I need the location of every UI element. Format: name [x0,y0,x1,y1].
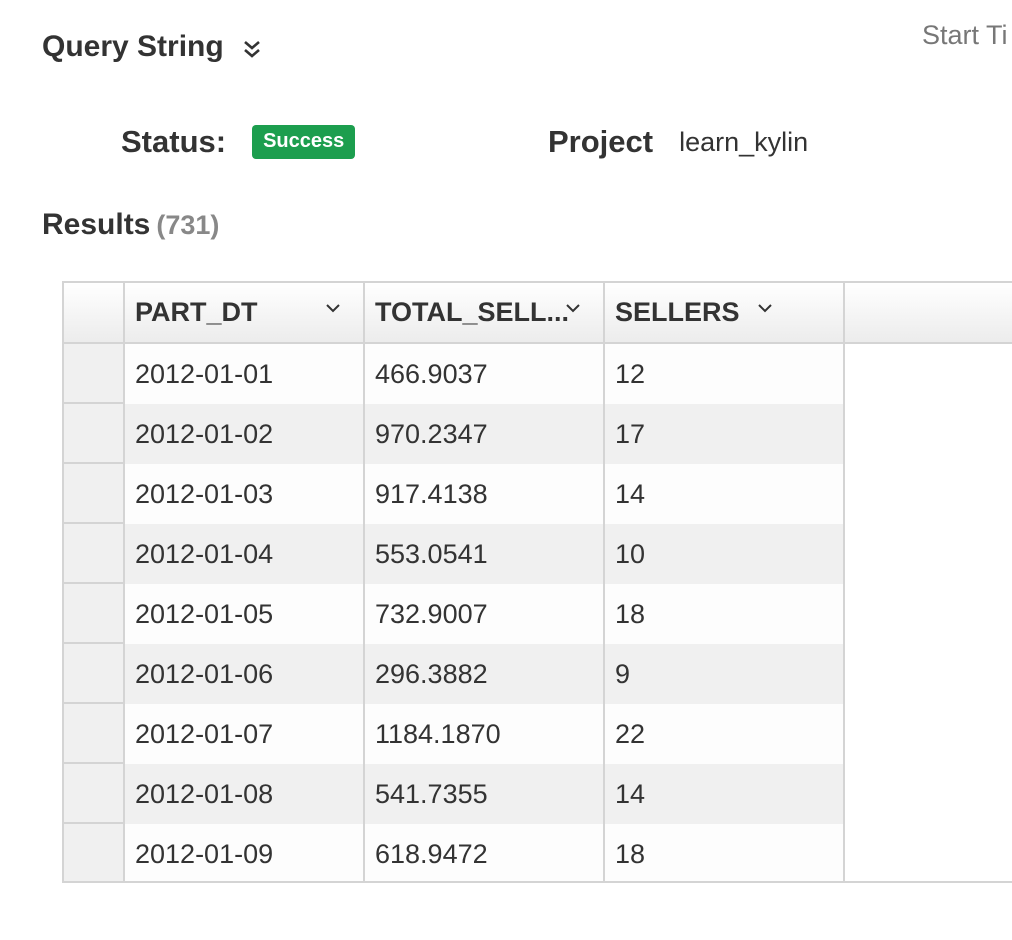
table-row[interactable]: 2012-01-05 732.9007 18 [125,584,845,644]
double-chevron-down-icon[interactable] [242,35,262,59]
cell-part-dt: 2012-01-07 [125,704,365,764]
row-header-column [64,344,125,881]
cell-part-dt: 2012-01-04 [125,524,365,584]
chevron-down-icon[interactable] [325,301,341,313]
project-label: Project [548,124,654,159]
query-string-header[interactable]: Query String [42,30,262,64]
status-label: Status: [121,124,227,159]
cell-total-sell: 296.3882 [365,644,605,704]
row-header[interactable] [64,764,123,824]
row-header[interactable] [64,524,123,584]
row-header[interactable] [64,704,123,764]
row-header[interactable] [64,824,123,881]
cell-sellers: 18 [605,584,845,644]
cell-sellers: 14 [605,464,845,524]
cell-sellers: 17 [605,404,845,464]
cell-sellers: 12 [605,344,845,404]
cell-part-dt: 2012-01-08 [125,764,365,824]
table-row[interactable]: 2012-01-03 917.4138 14 [125,464,845,524]
row-header-corner [64,283,125,342]
cell-total-sell: 917.4138 [365,464,605,524]
cell-part-dt: 2012-01-01 [125,344,365,404]
cell-sellers: 14 [605,764,845,824]
cell-total-sell: 541.7355 [365,764,605,824]
query-string-title: Query String [42,30,224,63]
chevron-down-icon[interactable] [565,301,581,313]
table-row[interactable]: 2012-01-06 296.3882 9 [125,644,845,704]
row-header[interactable] [64,644,123,704]
cell-part-dt: 2012-01-03 [125,464,365,524]
cell-total-sell: 970.2347 [365,404,605,464]
cell-sellers: 9 [605,644,845,704]
cell-total-sell: 466.9037 [365,344,605,404]
grid-header-row: PART_DT TOTAL_SELL... SELLERS [64,283,1012,344]
row-header[interactable] [64,464,123,524]
cell-part-dt: 2012-01-09 [125,824,365,881]
status-field: Status: Success [121,124,356,160]
grid-body: 2012-01-01 466.9037 12 2012-01-02 970.23… [125,344,845,881]
column-header-label: TOTAL_SELL... [375,297,570,327]
cell-sellers: 18 [605,824,845,881]
chevron-down-icon[interactable] [757,301,773,313]
cell-part-dt: 2012-01-02 [125,404,365,464]
cell-total-sell: 1184.1870 [365,704,605,764]
start-time-label: Start Ti [922,20,1008,50]
table-row[interactable]: 2012-01-04 553.0541 10 [125,524,845,584]
table-row[interactable]: 2012-01-01 466.9037 12 [125,344,845,404]
cell-total-sell: 618.9472 [365,824,605,881]
results-title: Results [42,208,151,241]
project-field: Project learn_kylin [548,124,808,160]
row-header[interactable] [64,584,123,644]
results-count: (731) [156,210,220,240]
column-header-label: SELLERS [615,297,740,327]
cell-part-dt: 2012-01-06 [125,644,365,704]
table-row[interactable]: 2012-01-09 618.9472 18 [125,824,845,881]
cell-sellers: 10 [605,524,845,584]
project-value: learn_kylin [679,126,809,157]
table-row[interactable]: 2012-01-07 1184.1870 22 [125,704,845,764]
cell-total-sell: 553.0541 [365,524,605,584]
row-header[interactable] [64,344,123,404]
cell-part-dt: 2012-01-05 [125,584,365,644]
table-row[interactable]: 2012-01-08 541.7355 14 [125,764,845,824]
results-grid: PART_DT TOTAL_SELL... SELLERS [62,281,1012,883]
results-heading: Results (731) [42,208,219,242]
cell-total-sell: 732.9007 [365,584,605,644]
status-badge: Success [252,125,356,159]
column-header-label: PART_DT [135,297,258,327]
column-header-sellers[interactable]: SELLERS [605,283,845,342]
table-row[interactable]: 2012-01-02 970.2347 17 [125,404,845,464]
column-header-total-sell[interactable]: TOTAL_SELL... [365,283,605,342]
cell-sellers: 22 [605,704,845,764]
row-header[interactable] [64,404,123,464]
column-header-part-dt[interactable]: PART_DT [125,283,365,342]
